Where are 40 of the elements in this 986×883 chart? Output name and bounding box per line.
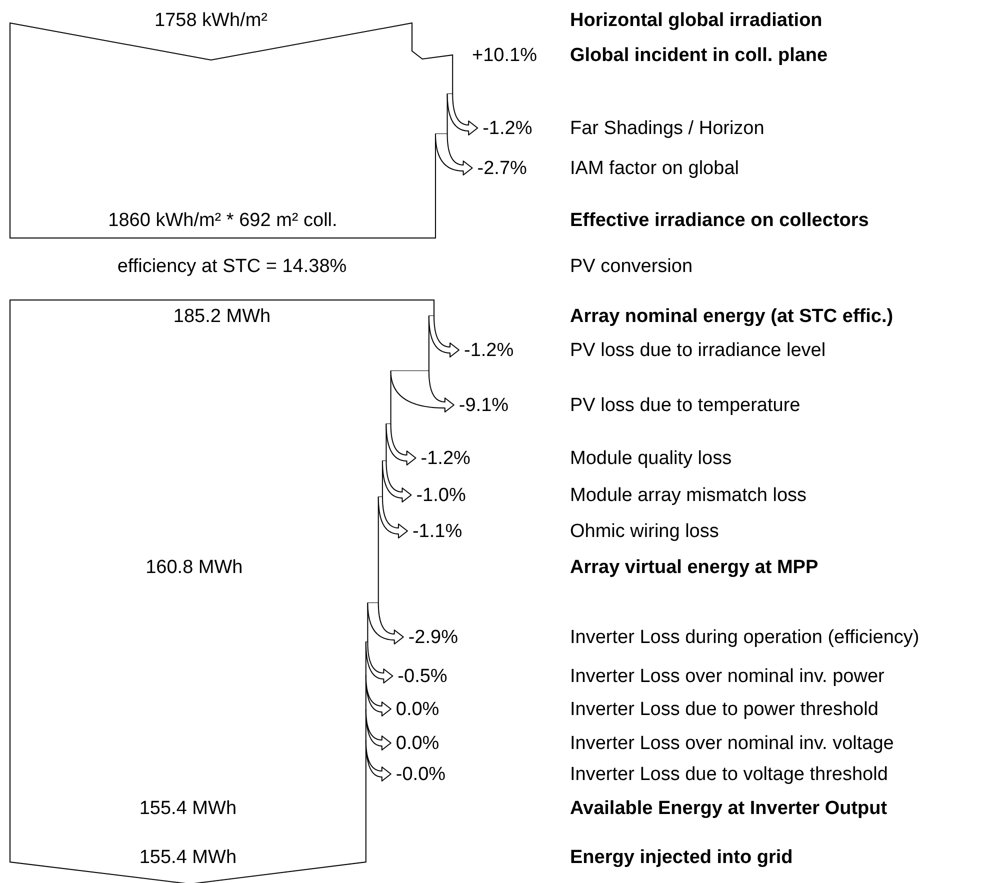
data-label: -1.0% (416, 485, 466, 506)
data-label: +10.1% (472, 45, 538, 66)
data-label: 0.0% (396, 733, 440, 754)
category-label: Energy injected into grid (570, 847, 793, 868)
category-label: Available Energy at Inverter Output (570, 798, 888, 819)
data-label: 160.8 MWh (146, 557, 243, 578)
category-label: Effective irradiance on collectors (570, 210, 869, 231)
data-label: 0.0% (396, 699, 440, 720)
category-label: Far Shadings / Horizon (570, 118, 764, 139)
data-label: -1.1% (412, 521, 462, 542)
data-label: 1758 kWh/m² (154, 10, 268, 31)
category-label: Ohmic wiring loss (570, 521, 719, 542)
category-label: Inverter Loss during operation (efficiency) (570, 627, 920, 648)
category-label: PV loss due to temperature (570, 395, 800, 416)
data-label: efficiency at STC = 14.38% (117, 256, 347, 277)
category-label: Module quality loss (570, 448, 732, 469)
category-label: Module array mismatch loss (570, 485, 807, 506)
category-label: Inverter Loss due to voltage threshold (570, 764, 888, 785)
data-label: 155.4 MWh (139, 847, 237, 868)
data-label: -2.9% (408, 627, 458, 648)
data-label: -1.2% (464, 340, 514, 361)
data-label: -0.5% (398, 666, 448, 687)
data-label: 155.4 MWh (139, 798, 237, 819)
category-label: Inverter Loss over nominal inv. voltage (570, 733, 894, 754)
data-label: -1.2% (482, 118, 532, 139)
category-label: PV loss due to irradiance level (570, 340, 826, 361)
data-label: -2.7% (477, 158, 528, 179)
category-label: Horizontal global irradiation (570, 10, 822, 31)
category-label: IAM factor on global (570, 158, 739, 179)
data-label: 185.2 MWh (173, 306, 271, 327)
data-label: 1860 kWh/m² * 692 m² coll. (108, 210, 338, 231)
category-label: Inverter Loss due to power threshold (570, 699, 878, 720)
category-label: Array nominal energy (at STC effic.) (570, 306, 894, 327)
category-label: Global incident in coll. plane (570, 45, 828, 66)
data-label: -0.0% (396, 764, 446, 785)
category-label: PV conversion (570, 256, 693, 277)
category-label: Array virtual energy at MPP (570, 557, 818, 578)
data-label: -1.2% (420, 448, 471, 469)
data-label: -9.1% (458, 395, 509, 416)
category-label: Inverter Loss over nominal inv. power (570, 666, 886, 687)
